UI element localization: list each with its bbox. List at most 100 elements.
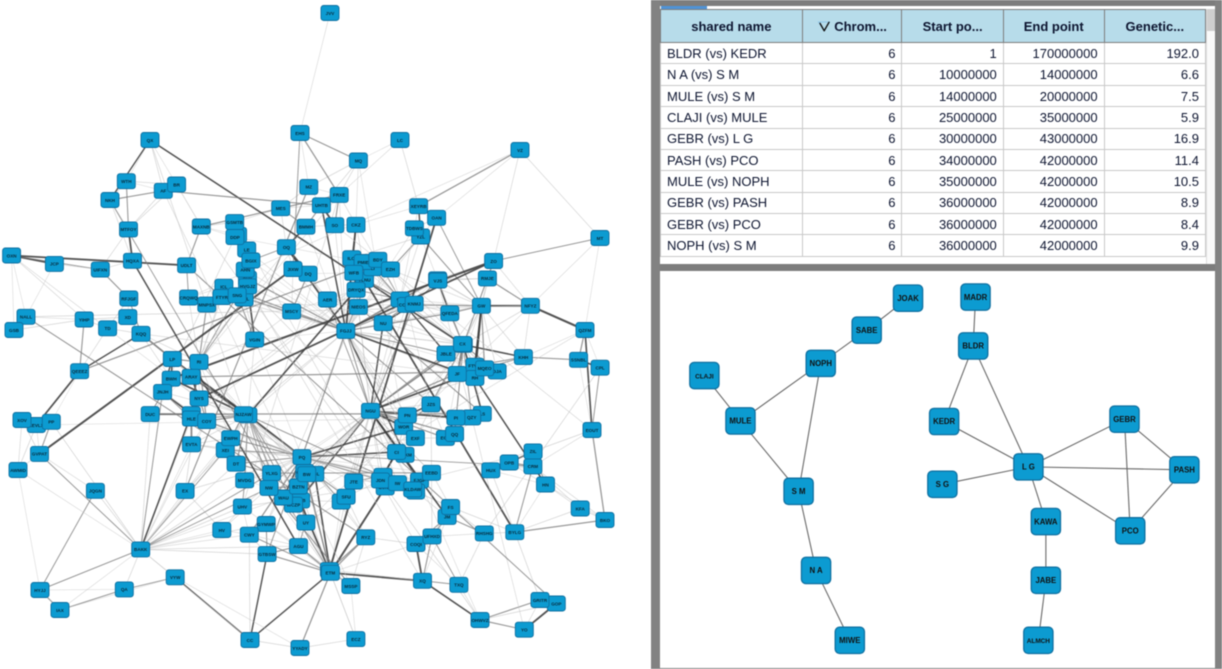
svg-text:EOUT: EOUT (586, 428, 599, 433)
svg-text:AWMID: AWMID (10, 468, 27, 473)
svg-text:PQ: PQ (299, 455, 306, 460)
svg-text:XEI: XEI (222, 448, 229, 453)
svg-text:MSCY: MSCY (285, 309, 298, 314)
svg-text:KQQ: KQQ (136, 332, 147, 337)
svg-text:COY: COY (202, 419, 212, 424)
svg-text:OHWVZ: OHWVZ (471, 618, 488, 623)
svg-text:GSB: GSB (9, 328, 20, 333)
svg-text:EVTA: EVTA (186, 442, 199, 447)
svg-text:GTBSW: GTBSW (259, 552, 277, 557)
svg-text:MAXNB: MAXNB (193, 224, 211, 229)
svg-text:QA: QA (121, 587, 129, 592)
svg-text:CKZ: CKZ (351, 223, 361, 228)
svg-text:FRXE: FRXE (333, 193, 345, 198)
svg-text:QZFM: QZFM (578, 328, 591, 333)
svg-text:LC: LC (397, 138, 404, 143)
svg-text:XOV: XOV (17, 418, 28, 423)
svg-text:ICL: ICL (220, 285, 228, 290)
svg-text:ETM: ETM (326, 571, 336, 576)
svg-text:FTYR: FTYR (216, 295, 229, 300)
svg-text:QEEEZ: QEEEZ (72, 369, 88, 374)
svg-text:AGU: AGU (293, 544, 304, 549)
svg-text:CRQWQ: CRQWQ (180, 295, 199, 300)
svg-text:GEBR: GEBR (1113, 415, 1136, 424)
svg-text:JF: JF (455, 372, 461, 377)
svg-text:YO: YO (521, 628, 528, 633)
svg-text:QFEDA: QFEDA (442, 311, 459, 316)
svg-text:EWPH: EWPH (224, 436, 238, 441)
svg-text:GOP: GOP (551, 601, 561, 606)
svg-text:WTH: WTH (121, 179, 132, 184)
svg-text:OAN: OAN (431, 216, 442, 221)
svg-text:BDY: BDY (373, 258, 383, 263)
svg-text:BLDR: BLDR (962, 342, 984, 351)
svg-text:NIEOS: NIEOS (351, 305, 365, 310)
svg-text:DDP: DDP (230, 235, 240, 240)
svg-text:AF: AF (160, 189, 166, 194)
svg-text:JQGN: JQGN (89, 489, 103, 494)
svg-text:AER: AER (323, 297, 333, 302)
svg-text:WFB: WFB (349, 271, 360, 276)
svg-text:UY: UY (303, 520, 309, 525)
svg-text:QX: QX (147, 138, 155, 143)
svg-text:RFJGF: RFJGF (121, 296, 136, 301)
svg-text:WOR: WOR (398, 425, 410, 430)
svg-text:EEBD: EEBD (425, 471, 438, 476)
svg-text:SFU: SFU (342, 495, 352, 500)
svg-text:RI: RI (197, 360, 202, 365)
svg-text:BZTN: BZTN (292, 484, 305, 489)
svg-text:UIFXN: UIFXN (93, 267, 107, 272)
svg-text:NU: NU (380, 321, 387, 326)
svg-text:KAWA: KAWA (1034, 517, 1058, 526)
svg-text:OXN: OXN (7, 253, 18, 258)
svg-text:BMMH: BMMH (299, 225, 314, 230)
svg-text:KHH: KHH (518, 355, 529, 360)
svg-text:JIXW: JIXW (287, 267, 299, 272)
svg-text:JABE: JABE (1035, 576, 1056, 585)
svg-text:KEDR: KEDR (933, 417, 955, 426)
svg-text:DRYQX: DRYQX (348, 288, 365, 293)
svg-text:JOAK: JOAK (897, 294, 919, 303)
svg-text:MULE: MULE (729, 417, 751, 426)
svg-text:BGIX: BGIX (245, 258, 257, 263)
svg-text:UFHXD: UFHXD (424, 534, 441, 539)
svg-text:ZIL: ZIL (530, 449, 537, 454)
svg-text:IAX: IAX (56, 608, 65, 613)
svg-text:GW: GW (477, 304, 486, 309)
svg-text:CI: CI (394, 450, 399, 455)
svg-text:KLDAW: KLDAW (404, 487, 422, 492)
svg-text:KFA: KFA (576, 506, 586, 511)
svg-text:NALL: NALL (20, 315, 32, 320)
svg-text:VZ: VZ (517, 148, 523, 153)
svg-text:CWY: CWY (244, 533, 255, 538)
svg-text:CC: CC (247, 638, 254, 643)
svg-text:BKO: BKO (600, 518, 611, 523)
svg-text:JM: JM (444, 515, 451, 520)
svg-text:PMIE: PMIE (357, 260, 368, 265)
svg-text:XQ: XQ (419, 579, 426, 584)
svg-text:NFYZ: NFYZ (524, 304, 536, 309)
svg-text:QZY: QZY (467, 415, 476, 420)
svg-text:UHTB: UHTB (315, 203, 328, 208)
svg-text:MSSP: MSSP (344, 584, 357, 589)
svg-text:MQ: MQ (355, 158, 363, 163)
svg-text:PP: PP (48, 420, 54, 425)
svg-text:BAKK: BAKK (134, 547, 148, 552)
svg-text:BWH: BWH (166, 377, 178, 382)
svg-text:HUX: HUX (486, 468, 497, 473)
svg-text:JCP: JCP (50, 262, 59, 267)
svg-text:L G: L G (1022, 463, 1035, 472)
svg-text:WAU: WAU (278, 495, 289, 500)
svg-text:HQXA: HQXA (126, 259, 140, 264)
svg-text:DUC: DUC (145, 412, 156, 417)
svg-text:FGJJ: FGJJ (340, 329, 352, 334)
svg-text:PN: PN (404, 413, 411, 418)
svg-text:YIHP: YIHP (79, 317, 90, 322)
svg-text:OPB: OPB (504, 460, 515, 465)
svg-text:EHS: EHS (295, 131, 304, 136)
svg-text:EX: EX (182, 489, 189, 494)
svg-text:PASH: PASH (1174, 466, 1195, 475)
svg-text:JNJH: JNJH (157, 390, 169, 395)
svg-text:NYS: NYS (194, 396, 203, 401)
svg-text:BW: BW (303, 472, 311, 477)
